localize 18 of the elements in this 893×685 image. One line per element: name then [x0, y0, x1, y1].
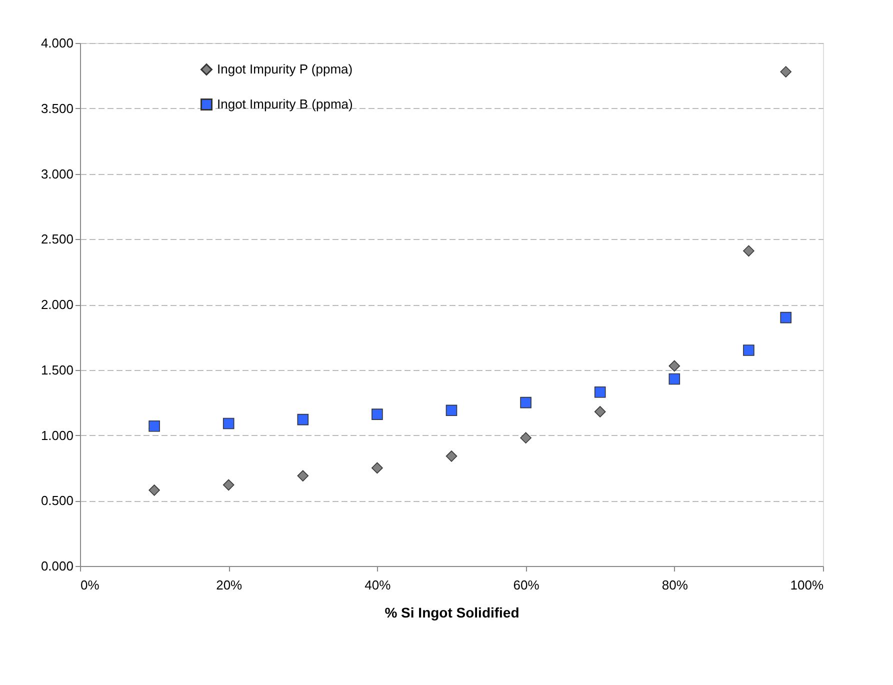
y-tick-label: 0.500: [40, 493, 74, 508]
x-tick-label: 0%: [80, 578, 100, 592]
y-tick-label: 4.000: [40, 36, 74, 50]
legend-label: Ingot Impurity B (ppma): [217, 96, 353, 112]
x-tick-label: 40%: [364, 578, 392, 592]
y-tick-label: 1.000: [40, 428, 74, 443]
legend-label: Ingot Impurity P (ppma): [217, 62, 353, 76]
x-tick-label: 60%: [513, 578, 540, 592]
y-tick-label: 2.500: [40, 232, 74, 247]
y-tick-label: 3.500: [40, 100, 74, 116]
x-tick-label: 80%: [662, 578, 688, 592]
y-tick-label: 3.000: [40, 166, 74, 182]
x-tick-label: 100%: [790, 578, 824, 592]
y-tick-label: 1.500: [40, 362, 74, 378]
y-tick-label: 2.000: [40, 297, 74, 312]
y-tick-label: 0.000: [40, 558, 74, 574]
x-tick-label: 20%: [216, 578, 243, 592]
x-axis-title: % Si Ingot Solidified: [384, 604, 520, 620]
